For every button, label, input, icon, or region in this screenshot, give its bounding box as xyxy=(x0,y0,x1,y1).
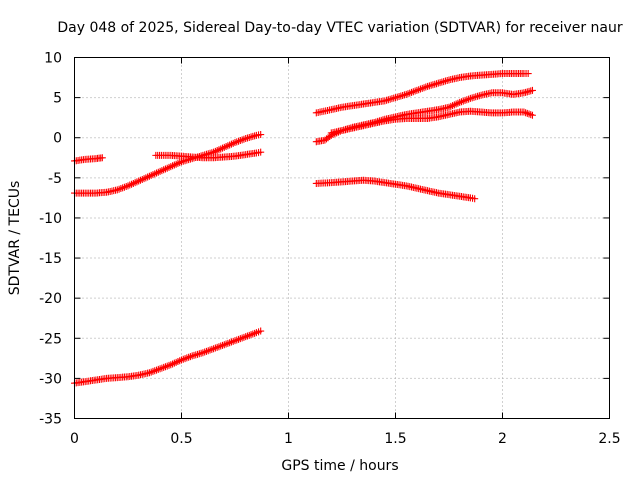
data-point xyxy=(465,95,473,103)
data-point xyxy=(224,142,232,150)
data-point xyxy=(257,148,265,156)
data-point xyxy=(525,110,533,118)
data-point xyxy=(229,337,237,345)
data-point xyxy=(257,131,265,139)
y-tick-label: -10 xyxy=(39,211,62,227)
data-points xyxy=(71,70,536,387)
data-point xyxy=(422,83,430,91)
data-point xyxy=(229,139,237,147)
data-point xyxy=(257,327,265,335)
data-point xyxy=(454,99,462,107)
y-tick-label: -25 xyxy=(39,331,62,347)
data-point xyxy=(235,137,243,145)
data-point xyxy=(219,341,227,349)
series-arc7 xyxy=(327,107,536,137)
data-point xyxy=(165,163,173,171)
data-point xyxy=(527,111,535,119)
data-point xyxy=(165,361,173,369)
data-point xyxy=(219,144,227,152)
data-point xyxy=(235,335,243,343)
data-point xyxy=(186,353,194,361)
data-point xyxy=(208,345,216,353)
data-point xyxy=(445,103,453,111)
data-point xyxy=(528,111,536,119)
data-point xyxy=(471,195,479,203)
data-point xyxy=(524,70,532,78)
data-point xyxy=(251,329,259,337)
y-axis-label: SDTVAR / TECUs xyxy=(7,181,23,296)
data-point xyxy=(418,84,426,92)
data-point xyxy=(170,161,178,169)
y-tick-label: 5 xyxy=(53,91,62,107)
data-point xyxy=(181,355,189,363)
x-tick-label: 0 xyxy=(70,431,79,447)
data-point xyxy=(528,86,536,94)
data-point xyxy=(144,173,152,181)
y-tick-label: -30 xyxy=(39,371,62,387)
data-point xyxy=(176,357,184,365)
series-arc8 xyxy=(312,176,479,203)
data-point xyxy=(240,333,248,341)
data-point xyxy=(160,166,168,174)
data-point xyxy=(176,159,184,167)
data-point xyxy=(149,367,157,375)
x-axis-label: GPS time / hours xyxy=(281,458,398,474)
series-arc4 xyxy=(71,327,265,387)
plot-frame xyxy=(74,57,610,419)
data-point xyxy=(406,89,414,97)
data-point xyxy=(128,180,136,188)
data-point xyxy=(520,108,528,116)
data-point xyxy=(213,343,221,351)
data-point xyxy=(154,365,162,373)
data-point xyxy=(245,331,253,339)
data-point xyxy=(240,135,248,143)
x-tick-label: 1.5 xyxy=(384,431,406,447)
data-point xyxy=(416,85,424,93)
series-arc2 xyxy=(71,131,265,197)
data-point xyxy=(170,359,178,367)
data-point xyxy=(138,175,146,183)
data-point xyxy=(523,109,531,117)
x-tick-label: 2.5 xyxy=(598,431,620,447)
data-point xyxy=(202,347,210,355)
x-tick-label: 2 xyxy=(498,431,507,447)
series-arc3 xyxy=(152,148,265,162)
data-point xyxy=(213,147,221,155)
data-point xyxy=(133,178,141,186)
x-tick-label: 1 xyxy=(284,431,293,447)
data-point xyxy=(117,185,125,193)
data-point xyxy=(122,183,130,191)
data-point xyxy=(459,97,467,105)
series-arc5 xyxy=(312,70,532,117)
y-tick-label: -20 xyxy=(39,291,62,307)
data-point xyxy=(98,154,106,162)
data-point xyxy=(522,109,530,117)
data-point xyxy=(160,363,168,371)
data-point xyxy=(224,339,232,347)
data-point xyxy=(149,171,157,179)
y-tick-label: -15 xyxy=(39,251,62,267)
data-point xyxy=(154,168,162,176)
data-point xyxy=(413,86,421,94)
series-arc1 xyxy=(71,154,106,165)
y-tick-label: -35 xyxy=(39,412,62,428)
y-tick-label: -5 xyxy=(48,171,62,187)
y-tick-label: 10 xyxy=(44,51,62,67)
y-tick-label: 0 xyxy=(53,131,62,147)
x-tick-label: 0.5 xyxy=(170,431,192,447)
data-point xyxy=(449,102,457,110)
data-point xyxy=(411,87,419,95)
chart-title: Day 048 of 2025, Sidereal Day-to-day VTE… xyxy=(57,20,623,36)
